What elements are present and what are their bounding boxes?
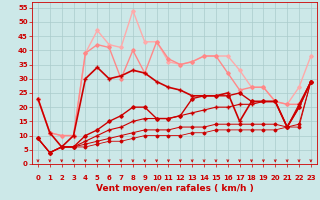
X-axis label: Vent moyen/en rafales ( km/h ): Vent moyen/en rafales ( km/h ) xyxy=(96,184,253,193)
